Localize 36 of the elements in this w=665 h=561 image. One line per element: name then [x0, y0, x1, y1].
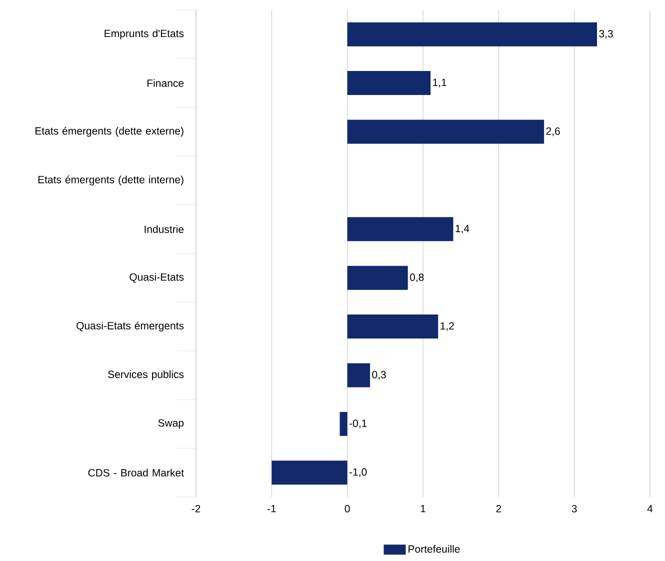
x-tick-label: 2 [496, 504, 502, 512]
legend-label: Portefeuille [408, 545, 460, 553]
y-tick-label: Quasi-Etats [130, 273, 184, 283]
bar [347, 22, 598, 46]
bar [347, 120, 544, 144]
data-label: 2,6 [546, 127, 560, 136]
x-tick-label: 1 [420, 504, 426, 512]
data-label: -1,0 [350, 468, 367, 477]
bar [340, 412, 348, 436]
data-label: -0,1 [350, 420, 367, 428]
x-tick-label: -2 [192, 504, 200, 512]
y-tick-label: Swap [158, 419, 184, 429]
y-tick-label: Emprunts d'Etats [104, 29, 184, 40]
x-tick-label: -1 [267, 504, 276, 512]
data-label: 3,3 [599, 30, 613, 39]
data-label: 1,4 [456, 224, 470, 234]
data-label: 1,2 [440, 322, 454, 331]
y-tick-label: CDS - Broad Market [88, 468, 184, 477]
data-label: 0,3 [372, 370, 386, 380]
y-tick-label: Quasi-Etats émergents [76, 322, 184, 332]
y-tick-label: Etats émergents (dette externe) [35, 126, 184, 137]
y-tick-label: Services publics [108, 370, 184, 380]
bar [272, 460, 348, 485]
bar [347, 314, 438, 339]
x-tick-label: 4 [647, 504, 653, 512]
data-label: 1,1 [433, 78, 446, 88]
bar [347, 217, 454, 242]
y-tick-label: Etats émergents (dette interne) [38, 175, 184, 186]
x-tick-label: 3 [572, 504, 577, 512]
y-tick-label: Finance [148, 79, 184, 87]
y-tick-label: Industrie [144, 225, 184, 234]
bar [347, 363, 370, 388]
x-tick-label: 0 [344, 504, 350, 512]
data-label: 0,8 [410, 274, 424, 282]
bar [347, 71, 431, 96]
bar [347, 266, 408, 290]
